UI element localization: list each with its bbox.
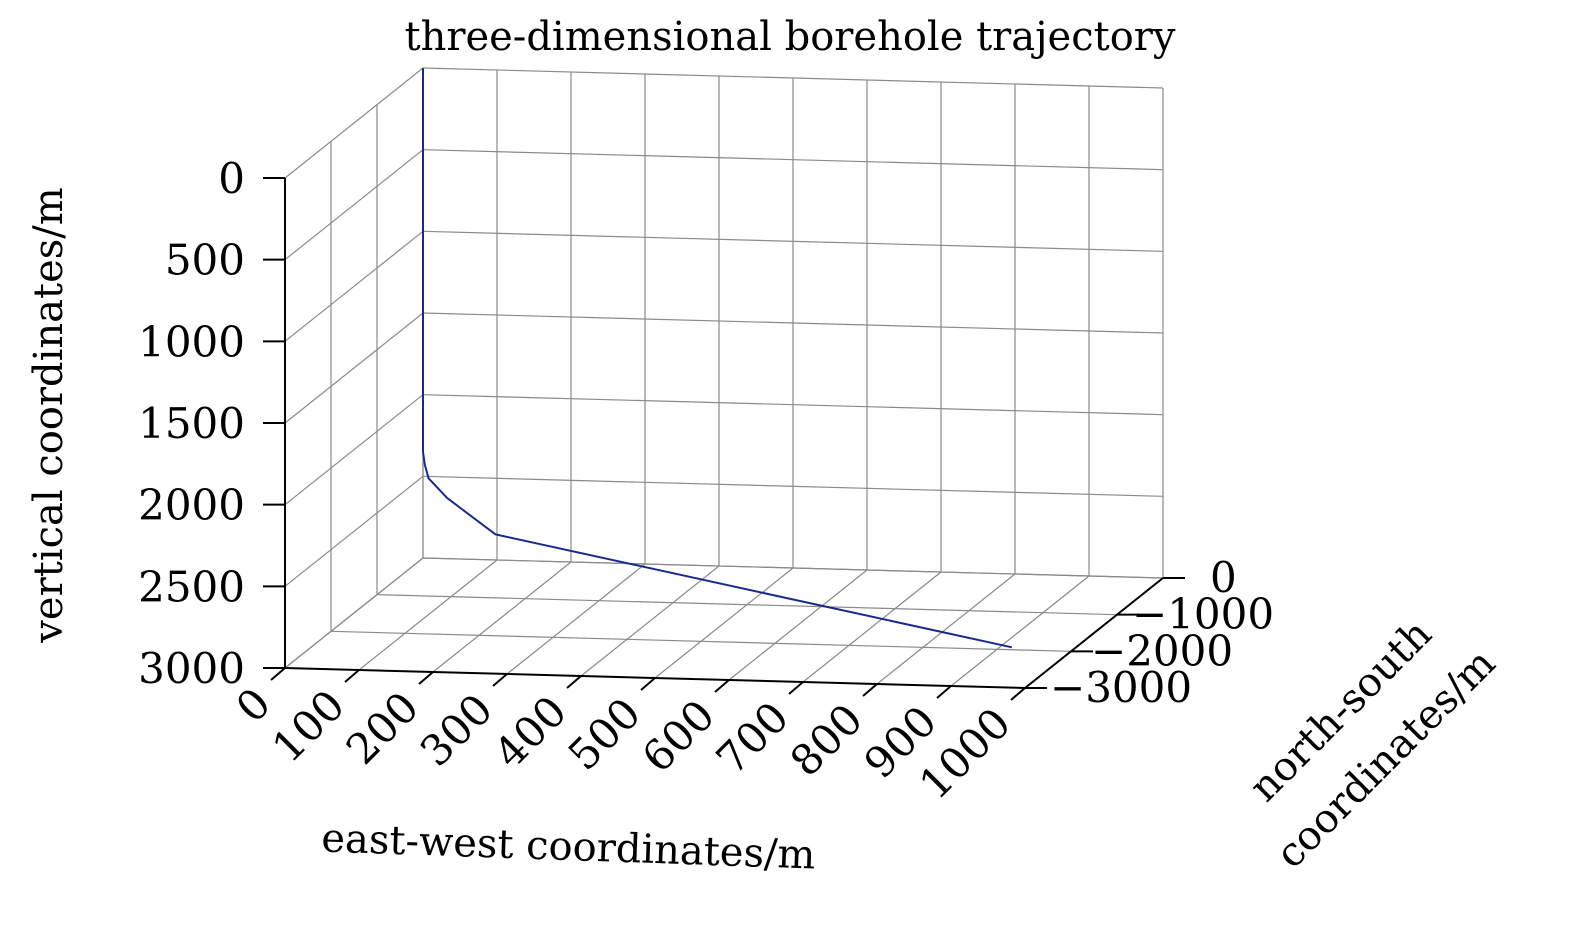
z-tick-label: 1000 — [138, 317, 245, 366]
x-tick-mark — [492, 673, 508, 687]
x-tick-label: 400 — [485, 686, 576, 777]
series — [422, 68, 1013, 649]
x-tick-mark — [640, 677, 656, 691]
y-axis-line — [1024, 577, 1164, 689]
x-tick-mark — [1010, 687, 1026, 701]
z-tick-label: 2000 — [138, 481, 245, 530]
x-tick-label: 500 — [559, 688, 650, 779]
gridline-floor-ns — [728, 569, 868, 681]
z-tick-label: 0 — [218, 154, 245, 203]
x-tick-mark — [566, 675, 582, 689]
gridline-floor-ns — [950, 575, 1090, 687]
gridline-left-horizontal — [284, 394, 424, 506]
y-tick-label: −3000 — [1050, 663, 1192, 712]
axes — [284, 178, 1164, 689]
x-tick-label: 200 — [337, 682, 428, 773]
x-tick-mark — [344, 669, 360, 683]
gridline-floor-ns — [284, 557, 424, 669]
x-tick-label: 600 — [633, 690, 724, 781]
x-tick-label: 700 — [707, 692, 798, 783]
gridline-floor-ns — [432, 561, 572, 673]
y-tick-label: −2000 — [1091, 626, 1233, 675]
gridline-back-horizontal — [422, 475, 1164, 497]
z-axis-label: vertical coordinates/m — [26, 187, 72, 643]
gridline-left-horizontal — [284, 230, 424, 342]
x-tick-mark — [714, 679, 730, 693]
x-tick-label: 300 — [411, 684, 502, 775]
z-tick-label: 2500 — [138, 562, 245, 611]
x-tick-mark — [862, 683, 878, 697]
x-tick-mark — [936, 685, 952, 699]
gridline-floor-ns — [358, 559, 498, 671]
gridline-back-horizontal — [422, 67, 1164, 89]
x-tick-mark — [788, 681, 804, 695]
gridline-left-horizontal — [284, 67, 424, 179]
x-tick-label: 800 — [781, 694, 872, 785]
x-tick-mark — [270, 667, 286, 681]
gridline-left-horizontal — [284, 475, 424, 587]
chart-title: three-dimensional borehole trajectory — [405, 14, 1176, 60]
gridline-floor-ns — [580, 565, 720, 677]
gridline-back-horizontal — [422, 149, 1164, 171]
x-tick-label: 100 — [263, 680, 354, 771]
gridline-left-horizontal — [284, 312, 424, 424]
x-tick-mark — [418, 671, 434, 685]
gridline-back-horizontal — [422, 230, 1164, 252]
gridline-left-horizontal — [284, 149, 424, 261]
x-axis-label: east-west coordinates/m — [321, 815, 817, 878]
gridline-back-horizontal — [422, 312, 1164, 334]
z-tick-label: 3000 — [138, 644, 245, 693]
gridline-floor-ns — [802, 571, 942, 683]
gridline-floor-ns — [506, 563, 646, 675]
y-tick-label: 0 — [1210, 553, 1237, 602]
z-tick-label: 500 — [165, 236, 245, 285]
gridline-floor-ew — [376, 594, 1118, 616]
gridline-floor-ew — [422, 557, 1164, 579]
z-tick-label: 1500 — [138, 399, 245, 448]
trajectory-line — [422, 68, 1013, 649]
gridline-floor-ew — [330, 630, 1072, 652]
ticks: 0500100015002000250030000100200300400500… — [138, 154, 1274, 809]
grid — [284, 67, 1164, 689]
gridline-floor-ns — [876, 573, 1016, 685]
gridline-back-horizontal — [422, 394, 1164, 416]
gridline-floor-ns — [654, 567, 794, 679]
y-tick-label: −1000 — [1132, 590, 1274, 639]
